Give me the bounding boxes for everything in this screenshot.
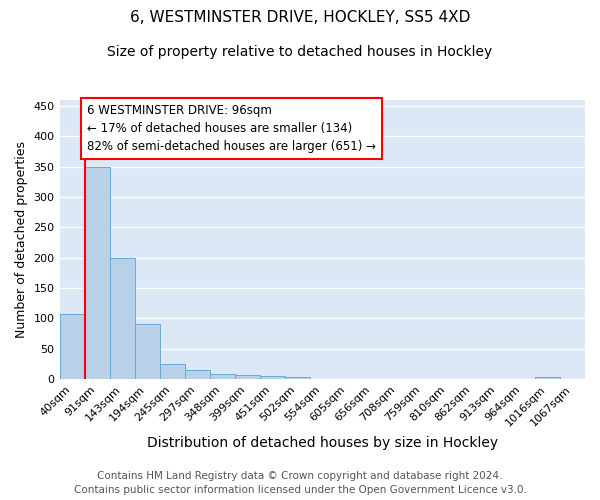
Bar xyxy=(59,314,85,379)
Text: 6, WESTMINSTER DRIVE, HOCKLEY, SS5 4XD: 6, WESTMINSTER DRIVE, HOCKLEY, SS5 4XD xyxy=(130,10,470,25)
Bar xyxy=(260,376,285,379)
Bar xyxy=(185,370,209,379)
Bar xyxy=(160,364,185,379)
Bar xyxy=(110,258,134,379)
Bar xyxy=(535,376,560,379)
Text: 6 WESTMINSTER DRIVE: 96sqm
← 17% of detached houses are smaller (134)
82% of sem: 6 WESTMINSTER DRIVE: 96sqm ← 17% of deta… xyxy=(87,104,376,153)
Text: Contains HM Land Registry data © Crown copyright and database right 2024.
Contai: Contains HM Land Registry data © Crown c… xyxy=(74,471,526,495)
Bar xyxy=(235,376,260,379)
Bar xyxy=(285,376,310,379)
Bar xyxy=(134,324,160,379)
Bar xyxy=(209,374,235,379)
Bar xyxy=(85,166,110,379)
Y-axis label: Number of detached properties: Number of detached properties xyxy=(15,141,28,338)
Text: Size of property relative to detached houses in Hockley: Size of property relative to detached ho… xyxy=(107,45,493,59)
X-axis label: Distribution of detached houses by size in Hockley: Distribution of detached houses by size … xyxy=(147,436,498,450)
